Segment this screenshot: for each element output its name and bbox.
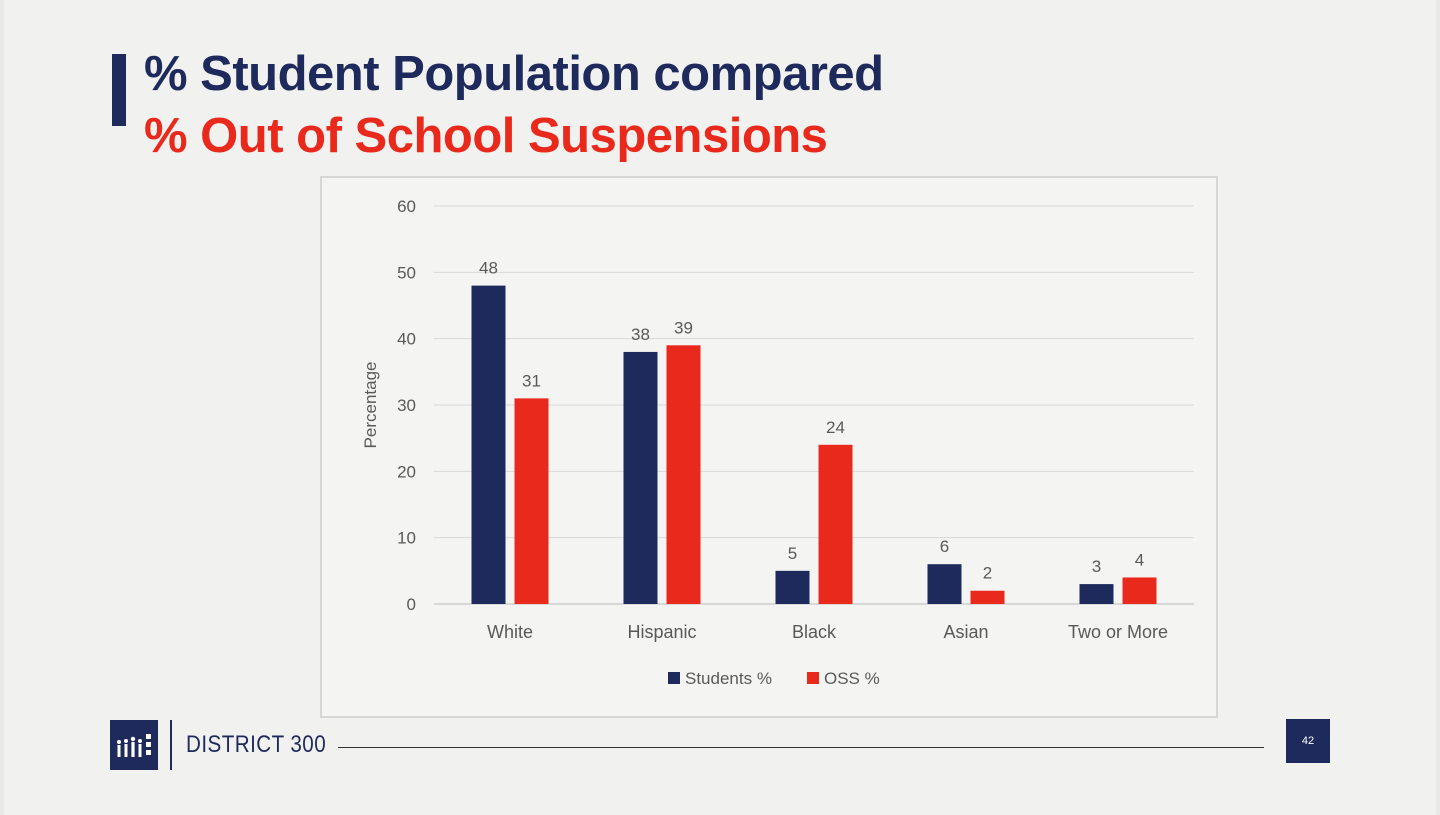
bar xyxy=(471,285,506,604)
y-tick-label: 10 xyxy=(397,529,416,548)
bar xyxy=(818,444,853,604)
x-tick-label: White xyxy=(487,622,533,642)
bar-chart: 0 10 20 30 40 50 60 Percentage 48 31 White 38 39 Hisp… xyxy=(361,197,1194,688)
footer-brand-name: DISTRICT 300 xyxy=(186,731,327,758)
data-label: 39 xyxy=(674,318,693,337)
footer-rule xyxy=(338,747,1264,748)
x-tick-label: Hispanic xyxy=(627,622,696,642)
chart-frame: 0 10 20 30 40 50 60 Percentage 48 31 White 38 39 Hisp… xyxy=(320,176,1218,718)
bar xyxy=(666,345,701,604)
slide-title-line-2: % Out of School Suspensions xyxy=(144,109,828,163)
page-number-badge: 42 xyxy=(1286,719,1330,763)
bar xyxy=(623,351,658,604)
data-label: 4 xyxy=(1135,550,1144,569)
y-tick-label: 50 xyxy=(397,263,416,282)
bar xyxy=(1122,577,1157,604)
bar xyxy=(1079,584,1114,604)
data-label: 48 xyxy=(479,259,498,278)
x-tick-label: Asian xyxy=(943,622,988,642)
y-tick-label: 40 xyxy=(397,330,416,349)
legend-label: Students % xyxy=(685,669,772,688)
y-tick-label: 30 xyxy=(397,396,416,415)
y-tick-label: 20 xyxy=(397,462,416,481)
data-label: 3 xyxy=(1092,557,1101,576)
slide-title-line-1: % Student Population compared xyxy=(144,47,884,101)
title-accent-bar xyxy=(112,54,126,126)
bar xyxy=(514,398,549,604)
y-tick-label: 60 xyxy=(397,197,416,216)
data-label: 2 xyxy=(983,564,992,583)
bar xyxy=(970,590,1005,604)
legend-swatch xyxy=(668,672,680,684)
data-label: 6 xyxy=(940,537,949,556)
y-axis-label: Percentage xyxy=(361,362,380,449)
bar xyxy=(927,564,962,604)
district-300-logo-icon xyxy=(110,720,158,770)
data-label: 31 xyxy=(522,371,541,390)
legend-swatch xyxy=(807,672,819,684)
y-tick-label: 0 xyxy=(407,595,416,614)
x-tick-label: Black xyxy=(792,622,837,642)
legend-label: OSS % xyxy=(824,669,880,688)
data-label: 24 xyxy=(826,418,845,437)
x-tick-label: Two or More xyxy=(1068,622,1168,642)
bar xyxy=(775,570,810,604)
data-label: 38 xyxy=(631,325,650,344)
slide: % Student Population compared % Out of S… xyxy=(4,0,1436,815)
data-label: 5 xyxy=(788,544,797,563)
footer-divider xyxy=(170,720,172,770)
